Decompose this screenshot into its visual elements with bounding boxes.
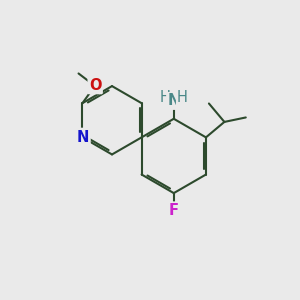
Text: O: O <box>89 78 101 93</box>
Text: N: N <box>168 94 180 109</box>
Text: H: H <box>160 90 171 105</box>
Text: F: F <box>169 203 179 218</box>
Text: N: N <box>76 130 88 145</box>
Text: H: H <box>177 90 188 105</box>
